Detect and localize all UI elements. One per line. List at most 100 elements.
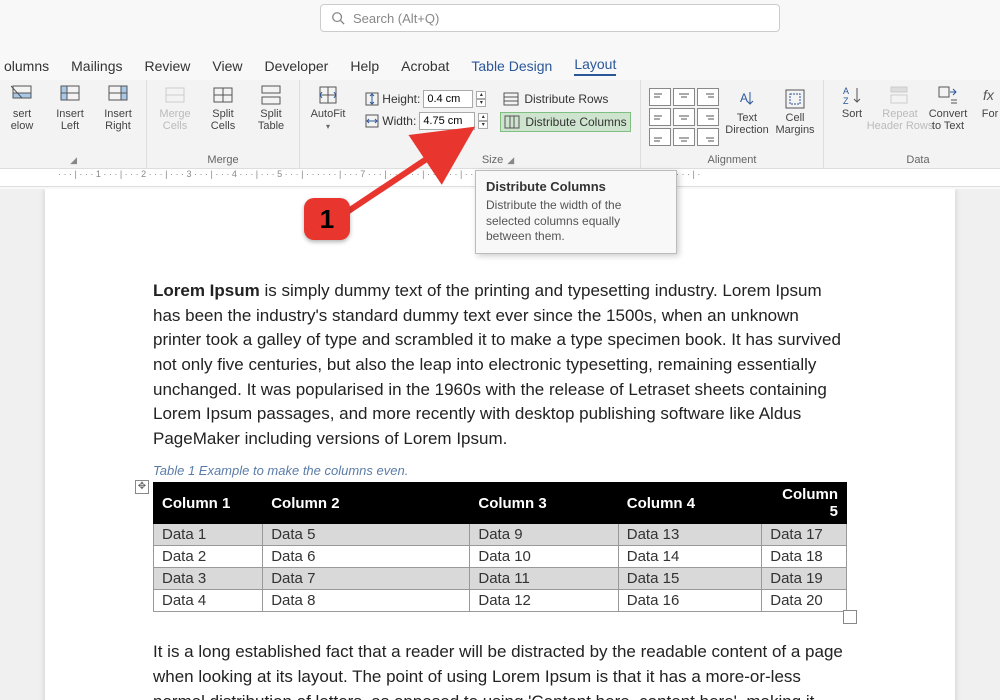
table-cell[interactable]: Data 3: [154, 568, 263, 590]
tooltip: Distribute Columns Distribute the width …: [475, 170, 677, 254]
height-label: Height:: [382, 92, 420, 106]
distribute-columns-button[interactable]: Distribute Columns: [500, 112, 630, 132]
align-bot-right-button[interactable]: [697, 128, 719, 146]
tooltip-body: Distribute the width of the selected col…: [486, 198, 666, 245]
insert-left-button[interactable]: Insert Left: [50, 84, 90, 132]
table-header[interactable]: Column 2: [263, 483, 470, 524]
autofit-icon: [317, 84, 339, 106]
table-cell[interactable]: Data 12: [470, 590, 618, 612]
tab-table-design[interactable]: Table Design: [471, 58, 552, 74]
insert-right-button[interactable]: Insert Right: [98, 84, 138, 132]
formula-button[interactable]: fx For: [976, 84, 1000, 120]
table-cell[interactable]: Data 6: [263, 546, 470, 568]
svg-text:A: A: [740, 91, 748, 105]
chevron-down-icon: ▾: [326, 122, 330, 131]
group-label-partial: ◢: [63, 154, 77, 168]
tab-review[interactable]: Review: [145, 58, 191, 74]
table-caption[interactable]: Table 1 Example to make the columns even…: [153, 463, 847, 478]
height-down-icon[interactable]: ▾: [476, 99, 486, 107]
align-bot-left-button[interactable]: [649, 128, 671, 146]
insert-left-icon: [59, 84, 81, 106]
table-row[interactable]: Data 1Data 5Data 9Data 13Data 17: [154, 524, 847, 546]
sort-icon: AZ: [841, 84, 863, 106]
cell-margins-button[interactable]: Cell Margins: [775, 88, 815, 136]
table-header[interactable]: Column 1: [154, 483, 263, 524]
table-cell[interactable]: Data 1: [154, 524, 263, 546]
table-header[interactable]: Column 4: [618, 483, 761, 524]
table-resize-handle-icon[interactable]: [843, 610, 857, 624]
svg-text:A: A: [843, 86, 849, 96]
table-cell[interactable]: Data 19: [762, 568, 847, 590]
align-bot-center-button[interactable]: [673, 128, 695, 146]
width-up-icon[interactable]: ▴: [478, 113, 488, 121]
insert-right-icon: [107, 84, 129, 106]
page[interactable]: Lorem Ipsum is simply dummy text of the …: [45, 189, 955, 700]
table-cell[interactable]: Data 16: [618, 590, 761, 612]
table-cell[interactable]: Data 15: [618, 568, 761, 590]
table-cell[interactable]: Data 5: [263, 524, 470, 546]
split-cells-button[interactable]: Split Cells: [203, 84, 243, 132]
align-top-center-button[interactable]: [673, 88, 695, 106]
convert-icon: [937, 84, 959, 106]
table-header[interactable]: Column 3: [470, 483, 618, 524]
autofit-button[interactable]: AutoFit ▾: [308, 84, 348, 131]
alignment-grid: [649, 88, 719, 146]
dialog-launcher-icon[interactable]: ◢: [507, 155, 514, 165]
width-input[interactable]: [419, 112, 475, 130]
merge-cells-button: Merge Cells: [155, 84, 195, 132]
tab-mailings[interactable]: Mailings: [71, 58, 122, 74]
table-row[interactable]: Data 3Data 7Data 11Data 15Data 19: [154, 568, 847, 590]
insert-below-button[interactable]: sert elow: [2, 84, 42, 132]
table-header[interactable]: Column 5: [762, 483, 847, 524]
repeat-header-rows-button: Repeat Header Rows: [880, 84, 920, 132]
align-mid-left-button[interactable]: [649, 108, 671, 126]
split-table-button[interactable]: Split Table: [251, 84, 291, 132]
align-mid-center-button[interactable]: [673, 108, 695, 126]
group-data: AZ Sort Repeat Header Rows Convert to Te…: [824, 80, 1000, 168]
document-table[interactable]: Column 1Column 2Column 3Column 4Column 5…: [153, 482, 847, 612]
table-cell[interactable]: Data 4: [154, 590, 263, 612]
align-mid-right-button[interactable]: [697, 108, 719, 126]
tab-layout[interactable]: Layout: [574, 56, 616, 76]
table-row[interactable]: Data 2Data 6Data 10Data 14Data 18: [154, 546, 847, 568]
height-up-icon[interactable]: ▴: [476, 91, 486, 99]
table-cell[interactable]: Data 7: [263, 568, 470, 590]
group-merge: Merge Cells Split Cells Split Table Merg…: [147, 80, 300, 168]
height-input[interactable]: [423, 90, 473, 108]
table-cell[interactable]: Data 20: [762, 590, 847, 612]
tab-acrobat[interactable]: Acrobat: [401, 58, 449, 74]
width-down-icon[interactable]: ▾: [478, 121, 488, 129]
table-cell[interactable]: Data 13: [618, 524, 761, 546]
cell-margins-icon: [784, 88, 806, 110]
dialog-launcher-icon[interactable]: ◢: [70, 155, 77, 165]
table-cell[interactable]: Data 8: [263, 590, 470, 612]
text-direction-icon: A: [736, 88, 758, 110]
svg-text:Z: Z: [843, 96, 849, 106]
convert-to-text-button[interactable]: Convert to Text: [928, 84, 968, 132]
table-row[interactable]: Data 4Data 8Data 12Data 16Data 20: [154, 590, 847, 612]
tab-help[interactable]: Help: [350, 58, 379, 74]
table-cell[interactable]: Data 11: [470, 568, 618, 590]
text-direction-button[interactable]: A Text Direction: [727, 88, 767, 136]
table-cell[interactable]: Data 9: [470, 524, 618, 546]
search-bar[interactable]: Search (Alt+Q): [320, 4, 780, 32]
align-top-right-button[interactable]: [697, 88, 719, 106]
table-cell[interactable]: Data 10: [470, 546, 618, 568]
annotation-badge: 1: [304, 198, 350, 240]
align-top-left-button[interactable]: [649, 88, 671, 106]
tab-view[interactable]: View: [212, 58, 242, 74]
width-icon: [365, 114, 379, 128]
tab-partial[interactable]: olumns: [4, 58, 49, 74]
group-label-merge: Merge: [207, 154, 238, 168]
table-move-handle-icon[interactable]: ✥: [135, 480, 149, 494]
table-cell[interactable]: Data 18: [762, 546, 847, 568]
table-cell[interactable]: Data 14: [618, 546, 761, 568]
table-cell[interactable]: Data 17: [762, 524, 847, 546]
document-area: Lorem Ipsum is simply dummy text of the …: [0, 189, 1000, 700]
distribute-rows-button[interactable]: Distribute Rows: [500, 90, 630, 108]
paragraph-2[interactable]: It is a long established fact that a rea…: [153, 640, 847, 700]
group-cell-size: Height: ▴▾ Width: ▴▾ Distribute Rows: [356, 80, 641, 168]
tab-developer[interactable]: Developer: [265, 58, 329, 74]
table-cell[interactable]: Data 2: [154, 546, 263, 568]
paragraph-1[interactable]: Lorem Ipsum is simply dummy text of the …: [153, 279, 847, 451]
